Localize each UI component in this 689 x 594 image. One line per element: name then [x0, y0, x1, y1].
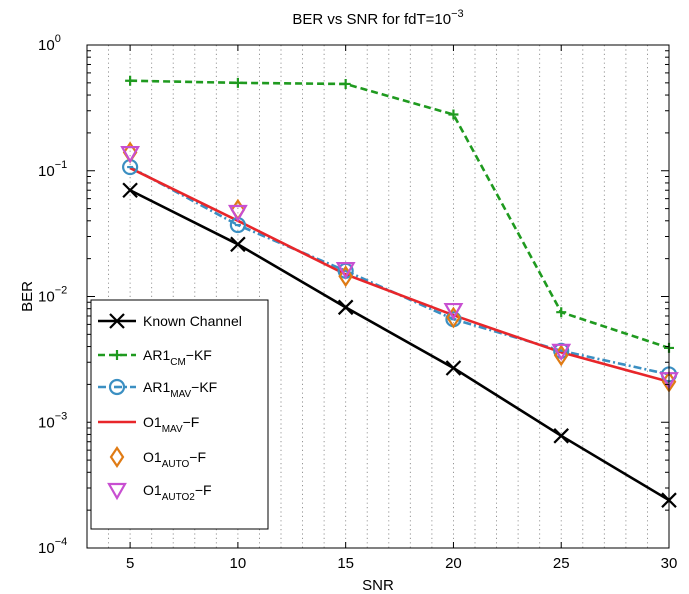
chart-title-main: BER vs SNR for fdT=10	[292, 11, 451, 28]
y-tick-label: 100	[38, 33, 61, 54]
series-marker	[335, 262, 356, 280]
x-tick-label: 20	[445, 555, 462, 572]
series-marker	[445, 360, 462, 376]
legend-marker	[108, 378, 126, 396]
x-tick-label: 5	[126, 555, 134, 572]
legend-label: O1AUTO−F	[143, 449, 206, 470]
series-marker	[338, 265, 353, 288]
chart-title-exponent: −3	[451, 8, 464, 20]
series-marker	[446, 306, 461, 329]
y-tick-label: 10−3	[38, 410, 67, 431]
series-marker	[340, 78, 351, 89]
series-lines	[129, 79, 670, 502]
series-marker	[443, 302, 464, 321]
legend-item: AR1CM−KF	[98, 347, 212, 368]
series-marker	[232, 77, 243, 88]
x-tick-label: 30	[661, 555, 678, 572]
series-marker	[125, 75, 136, 86]
series-marker	[448, 109, 459, 120]
legend-item: O1MAV−F	[98, 414, 199, 435]
legend-marker	[112, 350, 122, 360]
x-axis-label: SNR	[362, 577, 394, 594]
series-line	[130, 79, 670, 350]
legend-label: AR1CM−KF	[143, 347, 212, 368]
series-marker	[556, 307, 567, 318]
y-tick-label: 10−4	[38, 536, 67, 557]
legend-label: O1AUTO2−F	[143, 482, 212, 503]
legend-label: O1MAV−F	[143, 414, 199, 435]
x-tick-label: 10	[230, 555, 247, 572]
legend-label: AR1MAV−KF	[143, 379, 217, 400]
series-marker	[337, 299, 354, 316]
legend-item: AR1MAV−KF	[98, 378, 217, 400]
x-tick-label: 15	[337, 555, 354, 572]
legend-label: Known Channel	[143, 313, 242, 329]
chart-title: BER vs SNR for fdT=10−3	[292, 8, 463, 28]
legend-marker	[107, 482, 127, 501]
legend-marker	[109, 446, 125, 468]
x-tick-label: 25	[553, 555, 570, 572]
series-marker	[553, 428, 569, 444]
series-marker	[120, 146, 141, 164]
y-tick-label: 10−1	[38, 159, 67, 180]
y-tick-label: 10−2	[38, 285, 67, 306]
series-line	[129, 165, 670, 376]
legend-item: O1AUTO2−F	[107, 482, 212, 503]
legend: Known Channel AR1CM−KF AR1MAV−KF O1MAV−F O1A…	[90, 299, 269, 530]
legend-item: O1AUTO−F	[109, 446, 206, 470]
legend-item: Known Channel	[98, 313, 242, 329]
series-line	[129, 189, 670, 502]
grid-lines	[108, 45, 648, 548]
legend-marker	[109, 313, 125, 329]
series-line	[129, 166, 670, 383]
series-marker	[551, 343, 572, 362]
series-marker	[230, 236, 246, 253]
axis-ticks: 5 10 15 20 25 30 100 10−1 10−2 10−3 10−4	[38, 33, 677, 572]
series-markers	[120, 75, 679, 508]
y-axis-label: BER	[19, 281, 36, 312]
series-marker	[122, 182, 138, 199]
series-marker	[227, 204, 248, 223]
